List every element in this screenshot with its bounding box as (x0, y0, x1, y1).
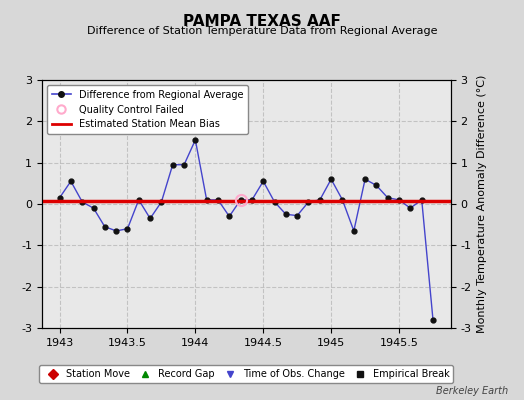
Y-axis label: Monthly Temperature Anomaly Difference (°C): Monthly Temperature Anomaly Difference (… (477, 75, 487, 333)
Text: Berkeley Earth: Berkeley Earth (436, 386, 508, 396)
Legend: Station Move, Record Gap, Time of Obs. Change, Empirical Break: Station Move, Record Gap, Time of Obs. C… (39, 365, 453, 383)
Text: PAMPA TEXAS AAF: PAMPA TEXAS AAF (183, 14, 341, 29)
Text: Difference of Station Temperature Data from Regional Average: Difference of Station Temperature Data f… (87, 26, 437, 36)
